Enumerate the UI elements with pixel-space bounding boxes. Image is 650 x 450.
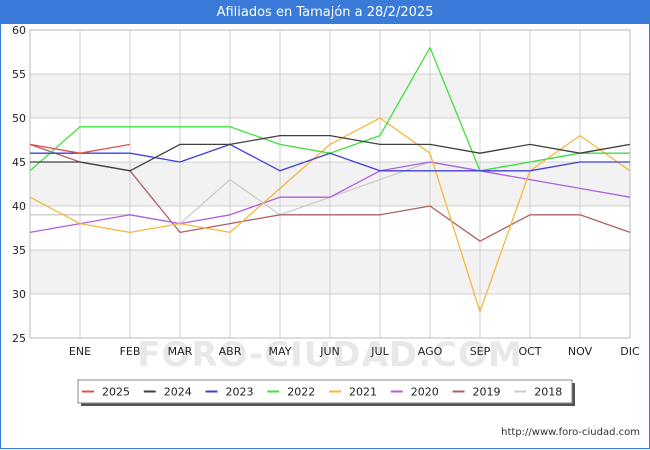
legend-label-2022: 2022 xyxy=(287,386,315,399)
x-tick-label: JUL xyxy=(370,345,389,358)
watermark: FORO-CIUDAD.COM xyxy=(137,335,523,375)
legend-label-2020: 2020 xyxy=(411,386,439,399)
x-tick-label: SEP xyxy=(470,345,491,358)
x-tick-label: MAR xyxy=(168,345,193,358)
legend-box xyxy=(77,379,573,404)
x-tick-label: NOV xyxy=(568,345,593,358)
x-tick-label: OCT xyxy=(518,345,541,358)
y-tick-label: 50 xyxy=(12,112,26,125)
y-tick-label: 60 xyxy=(12,24,26,37)
series-line-2025 xyxy=(29,143,131,154)
legend-label-2018: 2018 xyxy=(534,386,562,399)
legend-label-2023: 2023 xyxy=(226,386,254,399)
y-tick-label: 40 xyxy=(12,200,26,213)
x-tick-label: MAY xyxy=(269,345,292,358)
y-tick-label: 25 xyxy=(12,332,26,345)
source-url[interactable]: http://www.foro-ciudad.com xyxy=(501,427,640,438)
x-tick-label: JUN xyxy=(319,345,340,358)
series-line-2023 xyxy=(30,143,630,172)
x-tick-label: DIC xyxy=(620,345,640,358)
y-tick-label: 45 xyxy=(12,156,26,169)
x-tick-label: ENE xyxy=(69,345,91,358)
x-tick-label: FEB xyxy=(120,345,141,358)
plot-area-border xyxy=(29,29,631,339)
legend-label-2019: 2019 xyxy=(473,386,501,399)
chart-title: Afiliados en Tamajón a 28/2/2025 xyxy=(0,0,650,24)
legend-label-2024: 2024 xyxy=(164,386,192,399)
legend-label-2025: 2025 xyxy=(102,386,130,399)
y-tick-label: 35 xyxy=(12,244,26,257)
y-tick-label: 30 xyxy=(12,288,26,301)
x-tick-label: AGO xyxy=(418,345,443,358)
legend-label-2021: 2021 xyxy=(349,386,377,399)
series-line-2024 xyxy=(30,134,631,172)
y-tick-label: 55 xyxy=(12,68,26,81)
series-line-2020 xyxy=(29,161,631,234)
x-tick-label: ABR xyxy=(219,345,242,358)
